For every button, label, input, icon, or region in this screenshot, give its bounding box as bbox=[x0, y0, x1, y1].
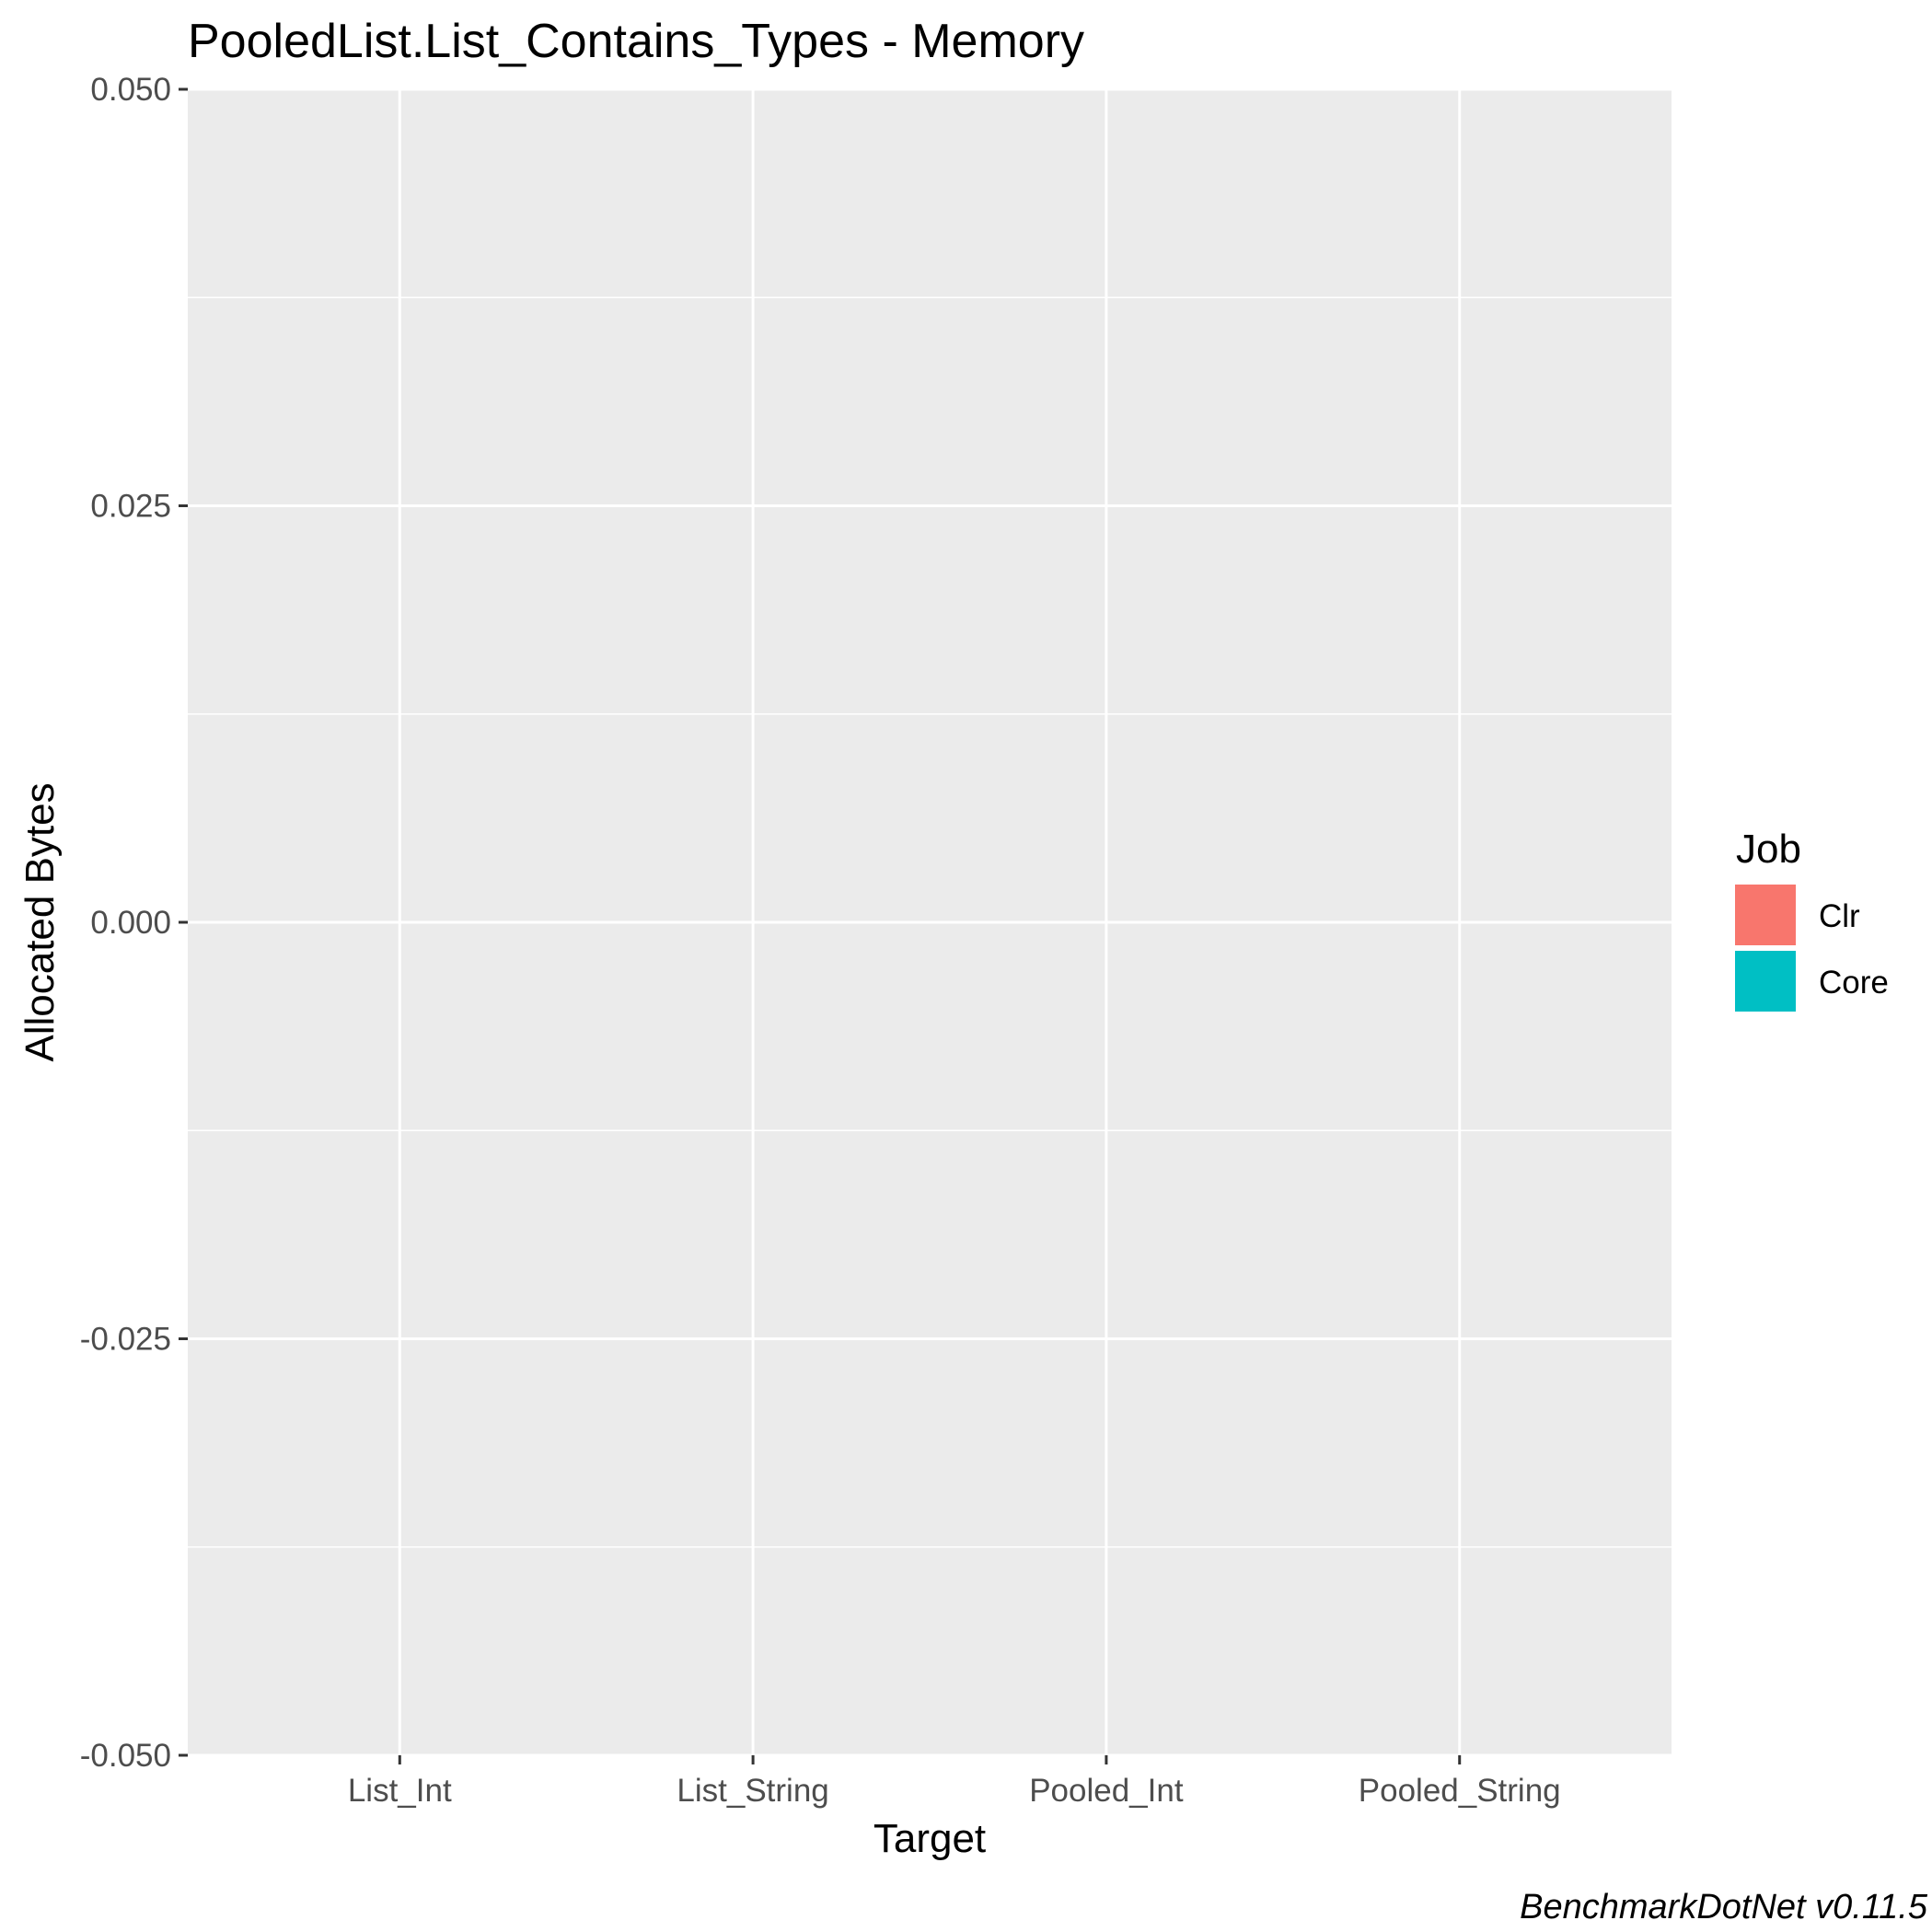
chart-title: PooledList.List_Contains_Types - Memory bbox=[188, 15, 1084, 68]
legend-key bbox=[1735, 951, 1796, 1012]
legend-label: Core bbox=[1819, 965, 1889, 1001]
legend-title: Job bbox=[1736, 827, 1801, 872]
legend-label: Clr bbox=[1819, 898, 1860, 934]
minor-gridlines bbox=[188, 296, 1672, 1548]
y-tick-label: -0.050 bbox=[80, 1738, 171, 1774]
x-tick-label: Pooled_Int bbox=[1029, 1773, 1184, 1809]
x-tick-label: List_Int bbox=[348, 1773, 452, 1809]
caption: BenchmarkDotNet v0.11.5 bbox=[1520, 1888, 1928, 1926]
y-tick-label: -0.025 bbox=[80, 1322, 171, 1358]
x-axis-title: Target bbox=[873, 1816, 986, 1861]
x-axis: List_Int List_String Pooled_Int Pooled_Stri… bbox=[348, 1755, 1561, 1809]
x-tick-label: List_String bbox=[677, 1773, 828, 1809]
legend: Job Clr Core bbox=[1735, 827, 1889, 1012]
y-tick-label: 0.025 bbox=[90, 489, 171, 525]
y-axis: 0.050 0.025 0.000 -0.025 -0.050 bbox=[80, 72, 188, 1774]
y-axis-title: Allocated Bytes bbox=[17, 782, 63, 1061]
major-gridlines bbox=[188, 87, 1672, 1757]
y-tick-label: 0.050 bbox=[90, 72, 171, 108]
x-tick-label: Pooled_String bbox=[1359, 1773, 1561, 1809]
y-tick-label: 0.000 bbox=[90, 905, 171, 941]
legend-key bbox=[1735, 885, 1796, 945]
